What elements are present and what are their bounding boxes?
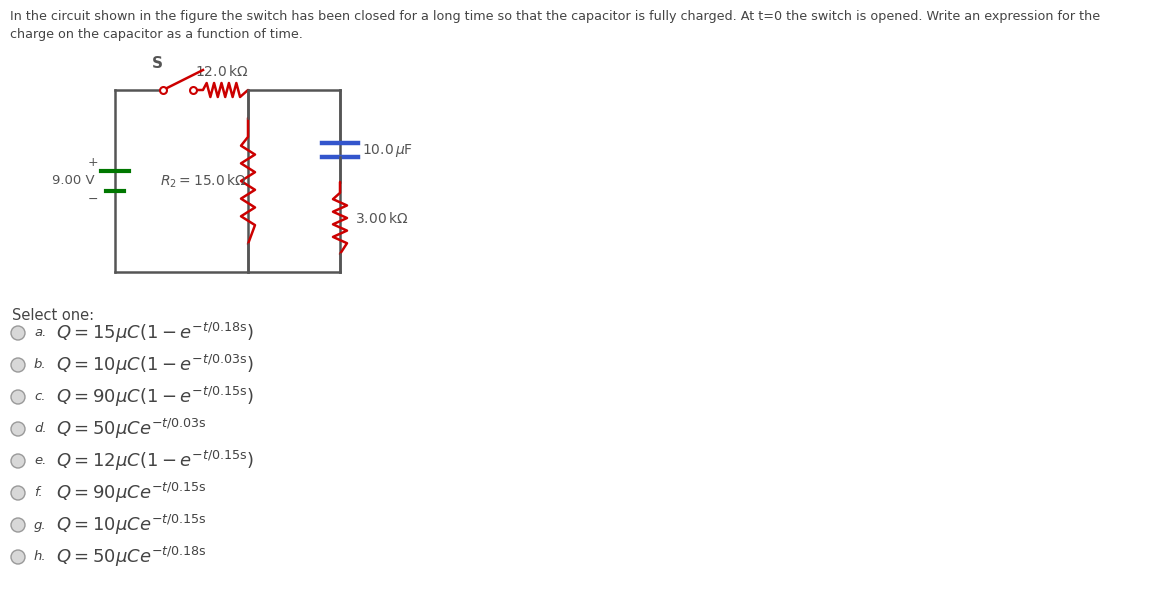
Text: $Q = 12\mu C(1 - e^{-t/0.15\mathrm{s}})$: $Q = 12\mu C(1 - e^{-t/0.15\mathrm{s}})$ — [56, 449, 254, 473]
Text: S: S — [152, 57, 162, 72]
Circle shape — [10, 390, 26, 404]
Text: Select one:: Select one: — [12, 308, 94, 323]
Text: $R_2 = 15.0\,\mathrm{k\Omega}$: $R_2 = 15.0\,\mathrm{k\Omega}$ — [160, 173, 246, 190]
Text: $Q = 10\mu C(1 - e^{-t/0.03\mathrm{s}})$: $Q = 10\mu C(1 - e^{-t/0.03\mathrm{s}})$ — [56, 353, 254, 377]
Circle shape — [10, 454, 26, 468]
Circle shape — [10, 518, 26, 532]
Text: In the circuit shown in the figure the switch has been closed for a long time so: In the circuit shown in the figure the s… — [10, 10, 1100, 23]
Text: $Q = 10\mu Ce^{-t/0.15\mathrm{s}}$: $Q = 10\mu Ce^{-t/0.15\mathrm{s}}$ — [56, 513, 206, 537]
Text: $Q = 50\mu Ce^{-t/0.03\mathrm{s}}$: $Q = 50\mu Ce^{-t/0.03\mathrm{s}}$ — [56, 417, 206, 441]
Circle shape — [10, 358, 26, 372]
Text: $Q = 50\mu Ce^{-t/0.18\mathrm{s}}$: $Q = 50\mu Ce^{-t/0.18\mathrm{s}}$ — [56, 545, 206, 569]
Circle shape — [10, 486, 26, 500]
Text: $Q = 15\mu C(1 - e^{-t/0.18\mathrm{s}})$: $Q = 15\mu C(1 - e^{-t/0.18\mathrm{s}})$ — [56, 321, 254, 345]
Text: d.: d. — [34, 423, 46, 435]
Text: $12.0\,\mathrm{k\Omega}$: $12.0\,\mathrm{k\Omega}$ — [195, 64, 248, 79]
Text: e.: e. — [34, 454, 46, 467]
Text: f.: f. — [34, 487, 43, 500]
Text: +: + — [88, 156, 99, 169]
Text: h.: h. — [34, 550, 46, 564]
Text: g.: g. — [34, 519, 46, 531]
Text: $3.00\,\mathrm{k\Omega}$: $3.00\,\mathrm{k\Omega}$ — [355, 211, 408, 226]
Circle shape — [10, 326, 26, 340]
Text: −: − — [88, 193, 99, 206]
Text: charge on the capacitor as a function of time.: charge on the capacitor as a function of… — [10, 28, 303, 41]
Text: $Q = 90\mu Ce^{-t/0.15\mathrm{s}}$: $Q = 90\mu Ce^{-t/0.15\mathrm{s}}$ — [56, 481, 206, 505]
Text: b.: b. — [34, 359, 46, 371]
Circle shape — [10, 550, 26, 564]
Text: $10.0\,\mu\mathrm{F}$: $10.0\,\mu\mathrm{F}$ — [362, 141, 413, 159]
Circle shape — [10, 422, 26, 436]
Text: 9.00 V: 9.00 V — [52, 174, 94, 187]
Text: $Q = 90\mu C(1 - e^{-t/0.15\mathrm{s}})$: $Q = 90\mu C(1 - e^{-t/0.15\mathrm{s}})$ — [56, 385, 254, 409]
Text: c.: c. — [34, 390, 45, 404]
Text: a.: a. — [34, 327, 46, 340]
